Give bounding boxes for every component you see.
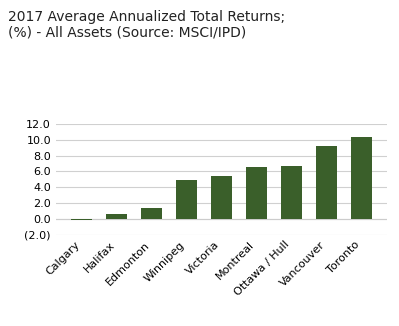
Text: 2017 Average Annualized Total Returns;
(%) - All Assets (Source: MSCI/IPD): 2017 Average Annualized Total Returns; (… (8, 10, 285, 40)
Bar (141, 208, 162, 219)
Bar (316, 146, 337, 219)
Bar (106, 214, 127, 219)
Bar (281, 166, 302, 219)
Bar (351, 137, 372, 219)
Bar (71, 219, 92, 220)
Bar (246, 167, 267, 219)
Bar (211, 176, 232, 219)
Bar (176, 180, 197, 219)
